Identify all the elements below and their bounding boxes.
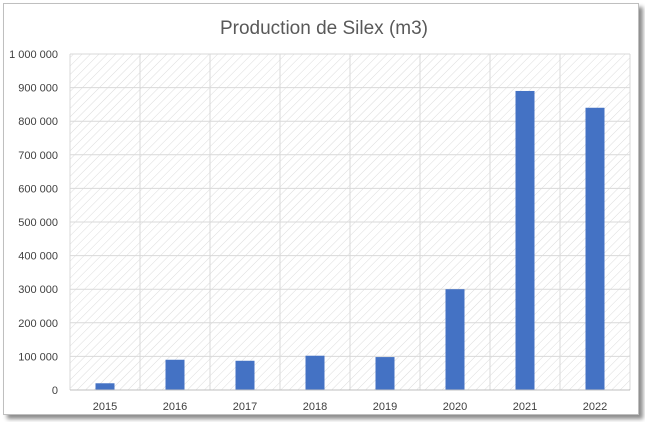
x-tick-label: 2019 [373, 401, 397, 413]
y-tick-label: 700 000 [18, 150, 58, 162]
bar-2016 [165, 359, 185, 390]
bar-2022 [585, 107, 605, 390]
y-tick-label: 600 000 [18, 183, 58, 195]
chart-title: Production de Silex (m3) [219, 18, 429, 39]
x-tick-label: 2022 [583, 401, 607, 413]
y-tick-label: 500 000 [18, 217, 58, 229]
bar-2018 [305, 355, 325, 390]
gridlines [69, 53, 631, 391]
y-tick-label: 200 000 [18, 318, 58, 330]
x-tick-label: 2016 [163, 401, 187, 413]
bar-2017 [235, 360, 255, 390]
y-tick-label: 100 000 [18, 351, 58, 363]
x-tick-label: 2020 [443, 401, 467, 413]
y-tick-label: 800 000 [18, 116, 58, 128]
bar-2021 [515, 90, 535, 391]
x-tick-label: 2017 [233, 401, 257, 413]
x-tick-label: 2018 [303, 401, 327, 413]
y-tick-label: 1 000 000 [9, 49, 58, 61]
x-tick-label: 2021 [513, 401, 537, 413]
bar-2015 [95, 383, 115, 390]
y-tick-label: 300 000 [18, 284, 58, 296]
bars [95, 90, 605, 391]
bar-2019 [375, 357, 395, 390]
y-axis: 0 100 000 200 000 300 000 400 000 500 000 600 … [9, 49, 58, 397]
x-tick-label: 2015 [93, 401, 117, 413]
y-tick-label: 900 000 [18, 83, 58, 95]
y-tick-label: 400 000 [18, 251, 58, 263]
y-tick-label: 0 [52, 385, 58, 397]
x-axis: 2015 2016 2017 2018 2019 2020 2021 2022 [70, 389, 630, 413]
bar-2020 [445, 289, 465, 390]
